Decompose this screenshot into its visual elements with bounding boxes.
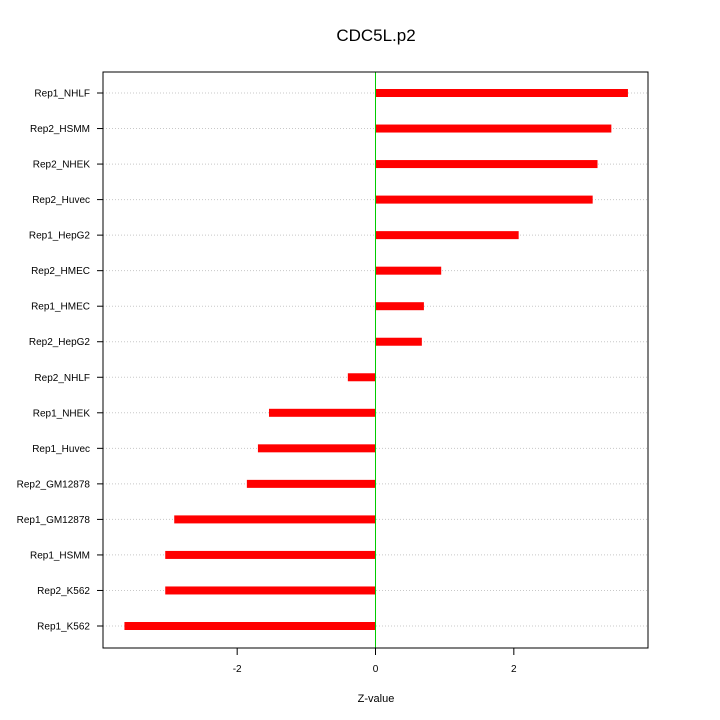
bar-Rep2_HepG2 bbox=[375, 337, 422, 346]
category-label: Rep1_HepG2 bbox=[29, 231, 91, 242]
bar-Rep1_K562 bbox=[124, 622, 376, 630]
category-label: Rep1_Huvec bbox=[32, 444, 90, 455]
chart-title: CDC5L.p2 bbox=[336, 26, 415, 45]
bar-Rep2_GM12878 bbox=[246, 479, 376, 488]
bar-Rep1_NHEK bbox=[268, 408, 376, 417]
bar-Rep2_Huvec bbox=[375, 195, 593, 204]
category-label: Rep2_HepG2 bbox=[29, 337, 91, 348]
bar-Rep1_HepG2 bbox=[375, 231, 519, 240]
category-label: Rep2_K562 bbox=[37, 586, 90, 597]
category-label: Rep2_HSMM bbox=[30, 124, 90, 135]
category-label: Rep1_HMEC bbox=[31, 302, 90, 313]
bars bbox=[124, 89, 628, 630]
category-label: Rep2_Huvec bbox=[32, 195, 90, 206]
bar-Rep2_K562 bbox=[165, 586, 376, 595]
bar-Rep2_NHEK bbox=[375, 160, 598, 169]
category-label: Rep2_GM12878 bbox=[17, 479, 91, 490]
bar-Rep1_HMEC bbox=[375, 302, 424, 311]
bar-Rep1_GM12878 bbox=[174, 515, 376, 524]
x-tick-label: 0 bbox=[373, 664, 379, 675]
category-label: Rep1_NHLF bbox=[34, 89, 90, 100]
bar-Rep2_NHLF bbox=[347, 373, 376, 382]
x-axis-label: Z-value bbox=[358, 693, 395, 705]
bar-Rep1_HSMM bbox=[165, 550, 376, 559]
x-tick-label: 2 bbox=[511, 664, 517, 675]
bar-Rep1_NHLF bbox=[375, 89, 628, 97]
category-label: Rep1_GM12878 bbox=[17, 515, 91, 526]
category-label: Rep1_NHEK bbox=[33, 408, 91, 419]
category-label: Rep1_K562 bbox=[37, 622, 90, 633]
category-label: Rep1_HSMM bbox=[30, 550, 90, 561]
category-label: Rep2_NHEK bbox=[33, 160, 91, 171]
bar-Rep1_Huvec bbox=[257, 444, 376, 453]
bar-Rep2_HMEC bbox=[375, 266, 442, 275]
category-label: Rep2_NHLF bbox=[34, 373, 90, 384]
bar-Rep2_HSMM bbox=[375, 124, 612, 133]
category-labels: Rep1_NHLF Rep2_HSMM Rep2_NHEK Rep2_Huvec Rep… bbox=[17, 89, 103, 633]
category-label: Rep2_HMEC bbox=[31, 266, 90, 277]
x-axis-ticks: -2 0 2 bbox=[233, 648, 517, 675]
x-tick-label: -2 bbox=[233, 664, 242, 675]
